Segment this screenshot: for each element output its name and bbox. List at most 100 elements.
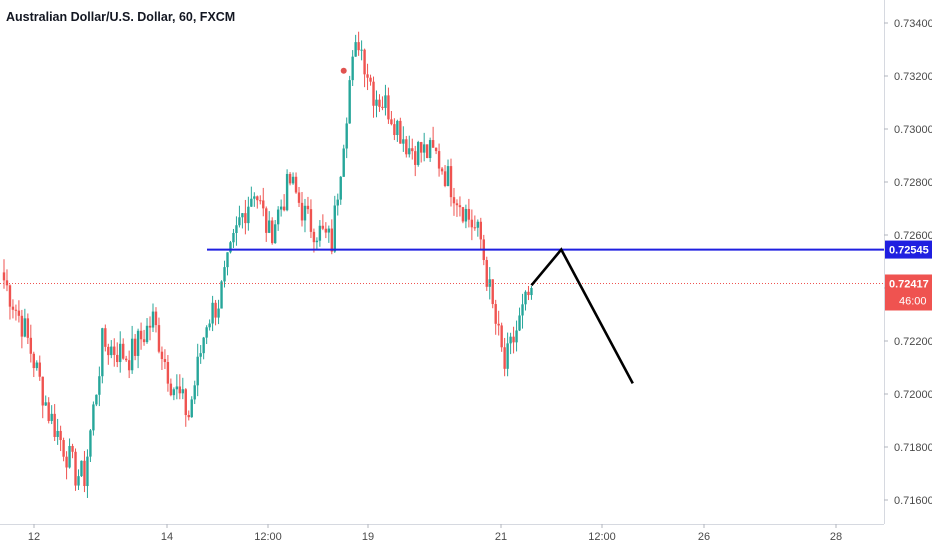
price-tick-label: 0.72800 [894, 177, 932, 189]
candle-body [315, 240, 319, 243]
candle [467, 198, 471, 228]
candle [184, 388, 187, 427]
candle-body [175, 386, 179, 390]
candle [393, 118, 396, 141]
candle-body [342, 148, 345, 177]
candle [11, 299, 15, 319]
candle-body [116, 354, 119, 363]
candle-body [169, 383, 173, 396]
candle [41, 376, 44, 419]
candle-body [437, 151, 441, 169]
candle-body [38, 362, 41, 377]
candle [366, 63, 369, 91]
candle-body [71, 445, 74, 452]
countdown-label: 46:00 [899, 295, 927, 307]
candle [422, 132, 426, 162]
candle [148, 316, 152, 341]
price-tick-label: 0.72200 [894, 336, 932, 348]
candle [101, 327, 104, 384]
candle-body [369, 77, 372, 82]
candle [348, 75, 351, 124]
projection-path[interactable] [530, 247, 634, 385]
candle [65, 451, 68, 480]
candle [50, 405, 53, 425]
candle [315, 237, 319, 251]
candle-body [68, 445, 71, 468]
price-tick-label: 0.71600 [894, 495, 932, 507]
candle [2, 259, 6, 289]
candle [425, 144, 429, 159]
candle [178, 374, 182, 400]
candle-body [351, 56, 354, 81]
candle [71, 443, 74, 459]
candle-body [265, 208, 268, 233]
candle-body [202, 337, 205, 354]
candle [336, 193, 339, 216]
candle-body [521, 304, 524, 316]
price-tick-label: 0.72600 [894, 230, 932, 242]
candle-body [235, 225, 238, 234]
candle [107, 343, 110, 365]
candle [503, 337, 506, 377]
candle [169, 378, 173, 397]
candle-body [232, 233, 235, 243]
price-tick-label: 0.73400 [894, 18, 932, 30]
candle-body [220, 281, 223, 309]
candle-body [470, 219, 474, 228]
candle-body [345, 123, 348, 149]
level-price-tag [885, 240, 932, 259]
time-tick-label: 19 [362, 531, 374, 543]
candle [160, 346, 164, 371]
candle [285, 169, 289, 212]
candle [443, 165, 447, 188]
candle [83, 450, 86, 493]
time-axis[interactable]: 12 14 12:00 19 21 12:00 26 28 [0, 524, 932, 550]
candle-body [491, 279, 494, 305]
time-tick-label: 12 [28, 531, 40, 543]
candle [223, 260, 226, 288]
candle [214, 299, 217, 326]
candle [235, 216, 238, 246]
candle-body [425, 144, 429, 159]
candle [139, 322, 143, 350]
candle [175, 374, 179, 400]
candle-body [390, 119, 393, 125]
candle-body [86, 456, 89, 487]
candle-body [378, 99, 381, 107]
candle [89, 428, 92, 462]
candle [506, 332, 509, 377]
candle [32, 351, 35, 378]
candle-body [160, 351, 164, 360]
candle [98, 366, 101, 407]
candle-body [384, 95, 387, 108]
candle [181, 377, 184, 400]
candle-body [166, 362, 170, 384]
candle [217, 299, 220, 325]
price-axis[interactable]: 0.73400 0.73200 0.73000 0.72800 0.72600 0.724… [884, 0, 932, 524]
candle [95, 394, 98, 407]
candle [390, 111, 393, 126]
candlestick-series [2, 31, 533, 498]
candle [479, 217, 482, 250]
candle [372, 76, 375, 118]
candle-body [250, 198, 253, 207]
candle [318, 220, 322, 247]
candle [38, 355, 41, 381]
current-price-tag [885, 274, 932, 311]
candle-body [229, 242, 232, 253]
candle [250, 186, 253, 207]
candle-body [35, 362, 38, 369]
candle [196, 343, 199, 397]
candle-body [518, 315, 521, 331]
candle-body [95, 394, 98, 405]
candle [202, 336, 205, 360]
candle [434, 147, 438, 155]
candle-body [110, 346, 113, 356]
candle-body [238, 217, 241, 226]
candle-body [29, 337, 33, 354]
candle [440, 166, 444, 175]
candle [127, 350, 131, 379]
candle [500, 322, 503, 352]
